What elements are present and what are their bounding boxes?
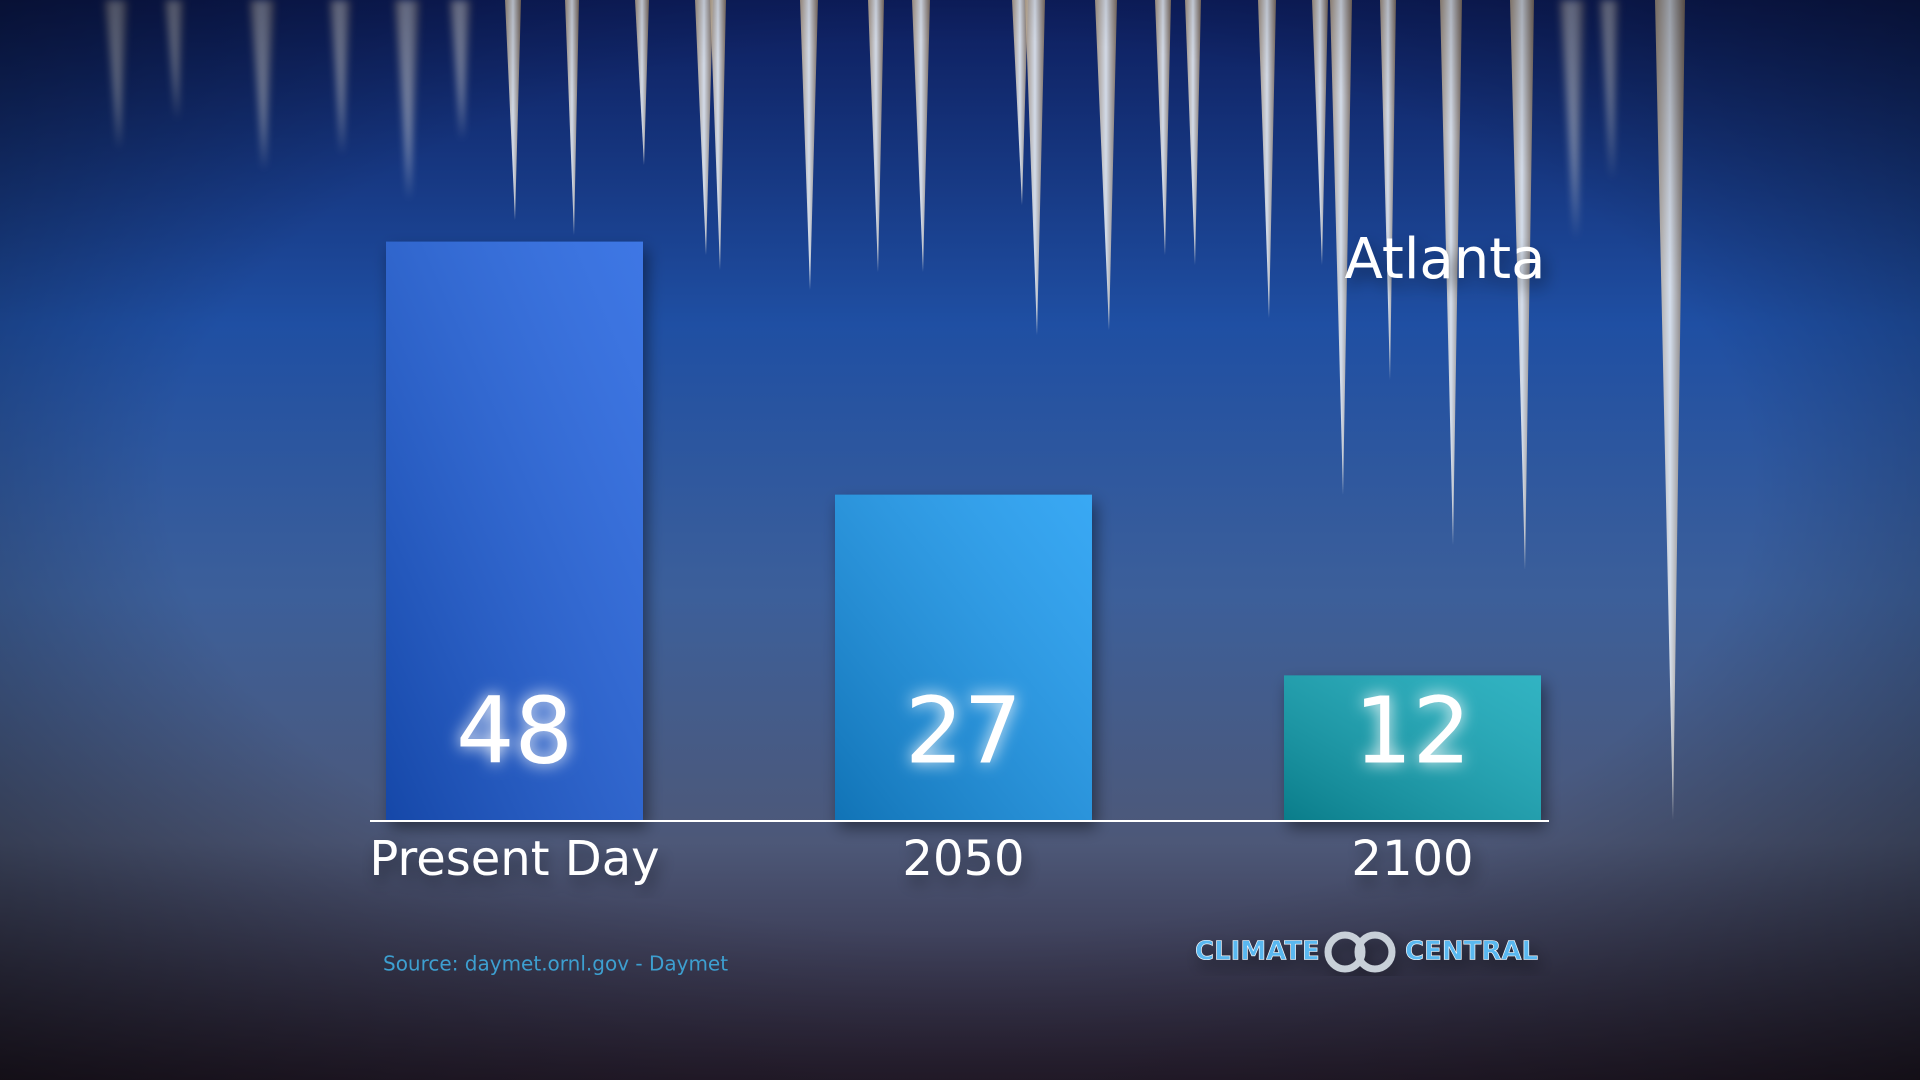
bar-sheen [1284, 675, 1541, 820]
x-tick-label: 2100 [1351, 831, 1473, 887]
x-tick-label: 2050 [902, 831, 1024, 887]
logo: CLIMATE CENTRAL [1195, 931, 1538, 973]
source: Source: daymet.ornl.gov - Daymet [383, 952, 728, 976]
value-label: 12 [1354, 677, 1471, 784]
bar-sheen [835, 494, 1092, 820]
logo-left: CLIMATE [1195, 937, 1320, 967]
bar-sheen [386, 241, 643, 821]
plot: 48 Present Day 27 2050 12 2100 [369, 241, 1541, 887]
logo-ring [1354, 931, 1396, 973]
value-label: 27 [905, 677, 1022, 784]
value-label: 48 [456, 677, 573, 784]
logo-right: CENTRAL [1405, 937, 1538, 967]
x-tick-label: Present Day [369, 831, 659, 887]
logo-ring [1324, 931, 1366, 973]
chart-title: Atlanta [1345, 227, 1546, 292]
